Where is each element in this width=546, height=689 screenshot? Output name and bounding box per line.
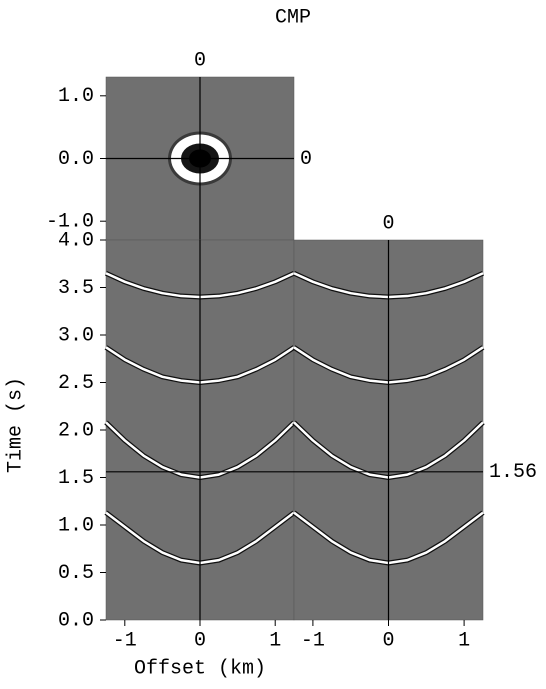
x-tick-label: 1 xyxy=(269,629,281,652)
y-tick-label: 1.0 xyxy=(58,514,94,537)
x-tick-label: 0 xyxy=(382,629,394,652)
y-tick-label: 1.5 xyxy=(58,467,94,490)
title: CMP xyxy=(275,6,311,29)
y-tick-label: -1.0 xyxy=(46,210,94,233)
crosshair-x-label: 0 xyxy=(382,212,394,235)
y-tick-label: 2.5 xyxy=(58,372,94,395)
y-tick-label: 0.0 xyxy=(58,148,94,171)
y-tick-label: 1.0 xyxy=(58,85,94,108)
x-axis-label: Offset (km) xyxy=(134,657,266,680)
y-tick-label: 3.5 xyxy=(58,277,94,300)
crosshair-y-label: 0 xyxy=(300,148,312,171)
x-tick-label: -1 xyxy=(301,629,325,652)
y-tick-label: 0.0 xyxy=(58,609,94,632)
y-tick-label: 3.0 xyxy=(58,324,94,347)
y-tick-label: 0.5 xyxy=(58,562,94,585)
y-tick-label: 4.0 xyxy=(58,229,94,252)
y-axis-label: Time (s) xyxy=(4,377,27,473)
y-tick-label: 2.0 xyxy=(58,419,94,442)
crosshair-y-label: 1.56 xyxy=(489,461,537,484)
x-tick-label: -1 xyxy=(113,629,137,652)
crosshair-x-label: 0 xyxy=(194,49,206,72)
x-tick-label: 1 xyxy=(458,629,470,652)
x-tick-label: 0 xyxy=(194,629,206,652)
